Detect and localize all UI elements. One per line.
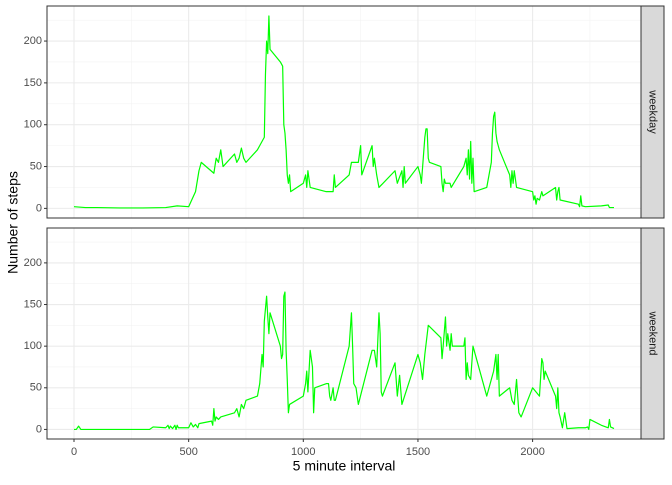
- y-tick-label: 200: [24, 35, 42, 47]
- y-tick-label: 0: [36, 202, 42, 214]
- y-tick-label: 100: [24, 119, 42, 131]
- y-tick-label: 150: [24, 298, 42, 310]
- facet-strip: [640, 5, 665, 219]
- x-tick-label: 0: [71, 446, 77, 458]
- y-tick-label: 50: [30, 382, 42, 394]
- x-tick-label: 1500: [406, 446, 430, 458]
- data-line: [74, 291, 615, 431]
- y-tick-label: 0: [36, 423, 42, 435]
- x-tick-label: 2000: [520, 446, 544, 458]
- facet-strip: [640, 227, 665, 440]
- x-tick-label: 1000: [291, 446, 315, 458]
- panel-background: [47, 228, 641, 439]
- panel-background: [47, 6, 641, 218]
- facet-label: weekend: [647, 310, 659, 355]
- x-tick-label: 500: [179, 446, 197, 458]
- data-line: [73, 15, 614, 209]
- x-axis-title: 5 minute interval: [293, 458, 396, 474]
- y-tick-label: 100: [24, 340, 42, 352]
- y-tick-label: 50: [30, 160, 42, 172]
- facet-label: weekday: [647, 89, 659, 134]
- y-tick-label: 200: [24, 257, 42, 269]
- y-axis-title: Number of steps: [5, 171, 21, 274]
- y-tick-label: 150: [24, 77, 42, 89]
